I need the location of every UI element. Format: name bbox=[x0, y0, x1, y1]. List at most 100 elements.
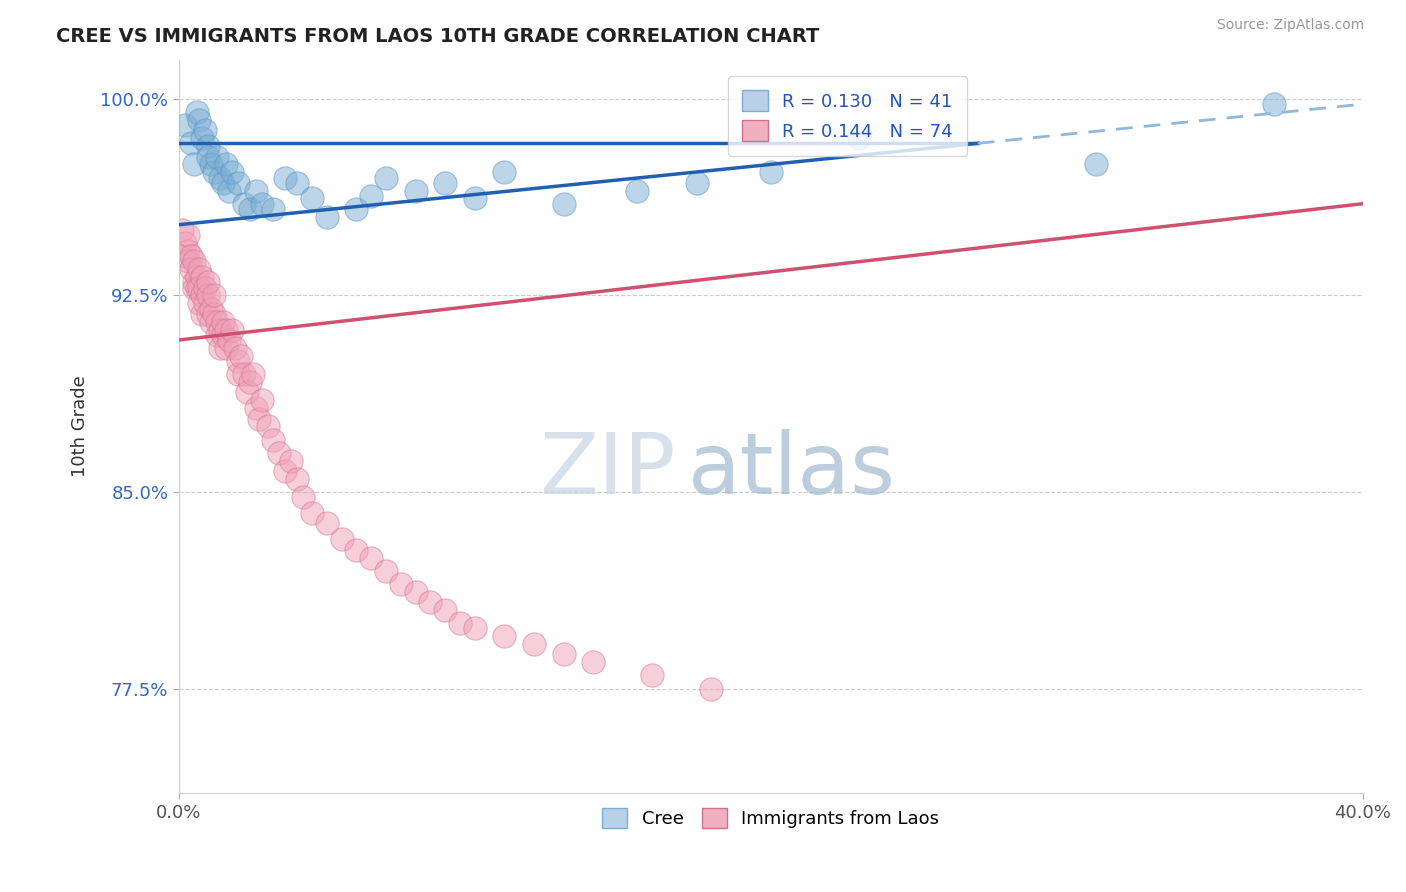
Point bbox=[173, 249, 195, 263]
Point bbox=[197, 276, 219, 290]
Point bbox=[200, 301, 222, 316]
Point bbox=[263, 433, 285, 447]
Point bbox=[582, 656, 605, 670]
Point bbox=[434, 603, 457, 617]
Point bbox=[434, 176, 457, 190]
Point bbox=[209, 322, 232, 336]
Point bbox=[250, 196, 273, 211]
Point bbox=[626, 184, 648, 198]
Point bbox=[344, 202, 367, 216]
Point bbox=[523, 637, 546, 651]
Text: Source: ZipAtlas.com: Source: ZipAtlas.com bbox=[1216, 18, 1364, 32]
Point bbox=[224, 341, 246, 355]
Point bbox=[207, 315, 229, 329]
Point bbox=[250, 393, 273, 408]
Point bbox=[186, 280, 208, 294]
Point bbox=[232, 196, 254, 211]
Point bbox=[200, 315, 222, 329]
Point bbox=[186, 270, 208, 285]
Point bbox=[209, 170, 232, 185]
Point bbox=[191, 131, 214, 145]
Point bbox=[274, 464, 297, 478]
Point bbox=[239, 375, 262, 389]
Point bbox=[232, 367, 254, 381]
Point bbox=[285, 176, 308, 190]
Point bbox=[221, 165, 243, 179]
Point bbox=[239, 202, 262, 216]
Point bbox=[269, 445, 291, 459]
Point bbox=[494, 165, 516, 179]
Point bbox=[360, 189, 382, 203]
Point bbox=[221, 322, 243, 336]
Point bbox=[330, 532, 353, 546]
Point bbox=[848, 131, 870, 145]
Point bbox=[449, 615, 471, 630]
Point bbox=[200, 157, 222, 171]
Point bbox=[176, 228, 198, 243]
Point bbox=[173, 118, 195, 132]
Point bbox=[170, 223, 193, 237]
Point bbox=[641, 668, 664, 682]
Point bbox=[212, 176, 235, 190]
Point bbox=[218, 184, 240, 198]
Point bbox=[183, 157, 205, 171]
Point bbox=[215, 341, 238, 355]
Point bbox=[191, 307, 214, 321]
Point bbox=[226, 367, 249, 381]
Point bbox=[374, 170, 396, 185]
Point bbox=[202, 288, 225, 302]
Point bbox=[285, 472, 308, 486]
Point bbox=[256, 419, 278, 434]
Point bbox=[202, 165, 225, 179]
Point bbox=[194, 123, 217, 137]
Point bbox=[226, 354, 249, 368]
Point bbox=[464, 192, 486, 206]
Point bbox=[1263, 97, 1285, 112]
Point bbox=[236, 385, 259, 400]
Point bbox=[1085, 157, 1108, 171]
Point bbox=[494, 629, 516, 643]
Point bbox=[292, 490, 315, 504]
Point bbox=[191, 270, 214, 285]
Point bbox=[188, 262, 211, 277]
Point bbox=[419, 595, 441, 609]
Point bbox=[194, 296, 217, 310]
Point bbox=[212, 327, 235, 342]
Point bbox=[188, 296, 211, 310]
Point bbox=[207, 327, 229, 342]
Point bbox=[197, 307, 219, 321]
Point bbox=[183, 254, 205, 268]
Point bbox=[197, 150, 219, 164]
Point bbox=[280, 453, 302, 467]
Point bbox=[242, 367, 264, 381]
Point bbox=[191, 288, 214, 302]
Point bbox=[207, 150, 229, 164]
Point bbox=[197, 139, 219, 153]
Y-axis label: 10th Grade: 10th Grade bbox=[72, 376, 89, 477]
Point bbox=[389, 576, 412, 591]
Legend: Cree, Immigrants from Laos: Cree, Immigrants from Laos bbox=[595, 800, 946, 836]
Point bbox=[194, 280, 217, 294]
Point bbox=[176, 244, 198, 258]
Point bbox=[686, 176, 709, 190]
Point bbox=[374, 564, 396, 578]
Point bbox=[360, 550, 382, 565]
Point bbox=[197, 288, 219, 302]
Point bbox=[247, 411, 270, 425]
Point bbox=[553, 648, 575, 662]
Point bbox=[315, 210, 337, 224]
Point bbox=[215, 322, 238, 336]
Point bbox=[245, 184, 267, 198]
Text: CREE VS IMMIGRANTS FROM LAOS 10TH GRADE CORRELATION CHART: CREE VS IMMIGRANTS FROM LAOS 10TH GRADE … bbox=[56, 27, 820, 45]
Point bbox=[405, 584, 427, 599]
Point bbox=[700, 681, 723, 696]
Point bbox=[215, 157, 238, 171]
Point bbox=[180, 136, 202, 151]
Point bbox=[263, 202, 285, 216]
Point bbox=[553, 196, 575, 211]
Point bbox=[759, 165, 782, 179]
Point bbox=[180, 262, 202, 277]
Point bbox=[315, 516, 337, 531]
Point bbox=[245, 401, 267, 416]
Point bbox=[202, 307, 225, 321]
